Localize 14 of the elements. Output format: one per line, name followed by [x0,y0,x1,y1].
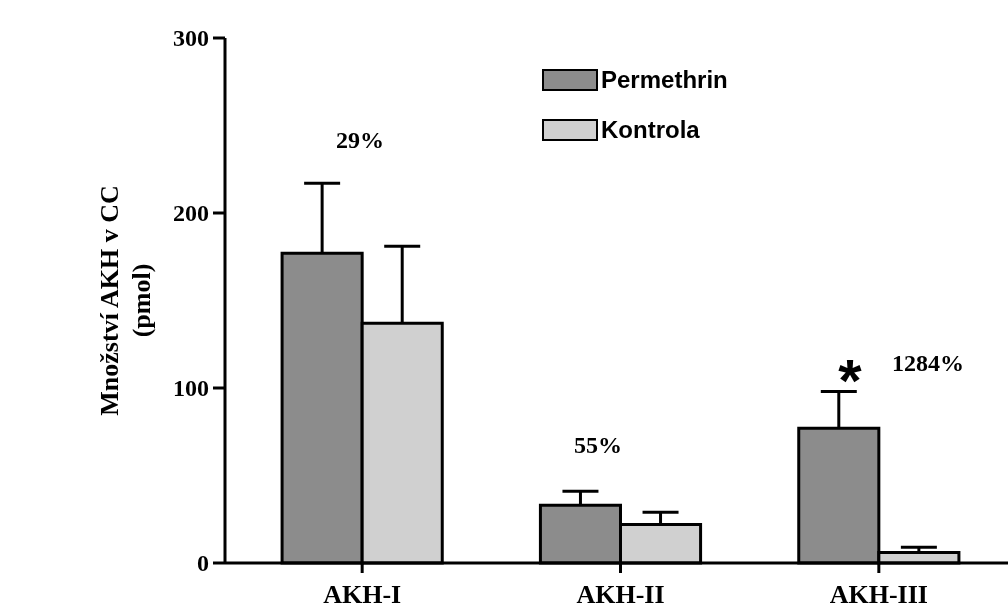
x-tick-label: AKH-I [323,580,402,609]
annotation: 29% [336,127,384,154]
legend-label: Kontrola [601,116,701,144]
y-axis-title: Množství AKH v CC (pmol) [95,185,156,416]
y-tick-label: 200 [173,200,209,227]
x-tick-label: AKH-III [829,580,928,609]
annotation: 55% [574,432,622,459]
x-tick-label: AKH-II [576,580,665,609]
annotation: 1284% [892,350,964,377]
y-tick-label: 0 [197,550,209,577]
legend-label: Permethrin [601,66,728,94]
y-tick-label: 100 [173,375,209,402]
annotation: * [838,347,863,414]
y-tick-label: 300 [173,25,209,52]
